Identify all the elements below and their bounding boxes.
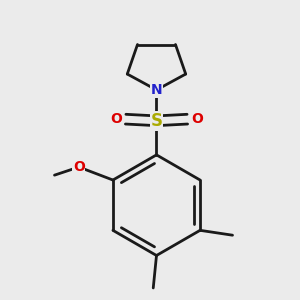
Text: S: S — [151, 112, 163, 130]
Text: O: O — [110, 112, 122, 126]
Text: N: N — [151, 83, 162, 97]
Text: O: O — [73, 160, 85, 174]
Text: O: O — [191, 112, 203, 126]
